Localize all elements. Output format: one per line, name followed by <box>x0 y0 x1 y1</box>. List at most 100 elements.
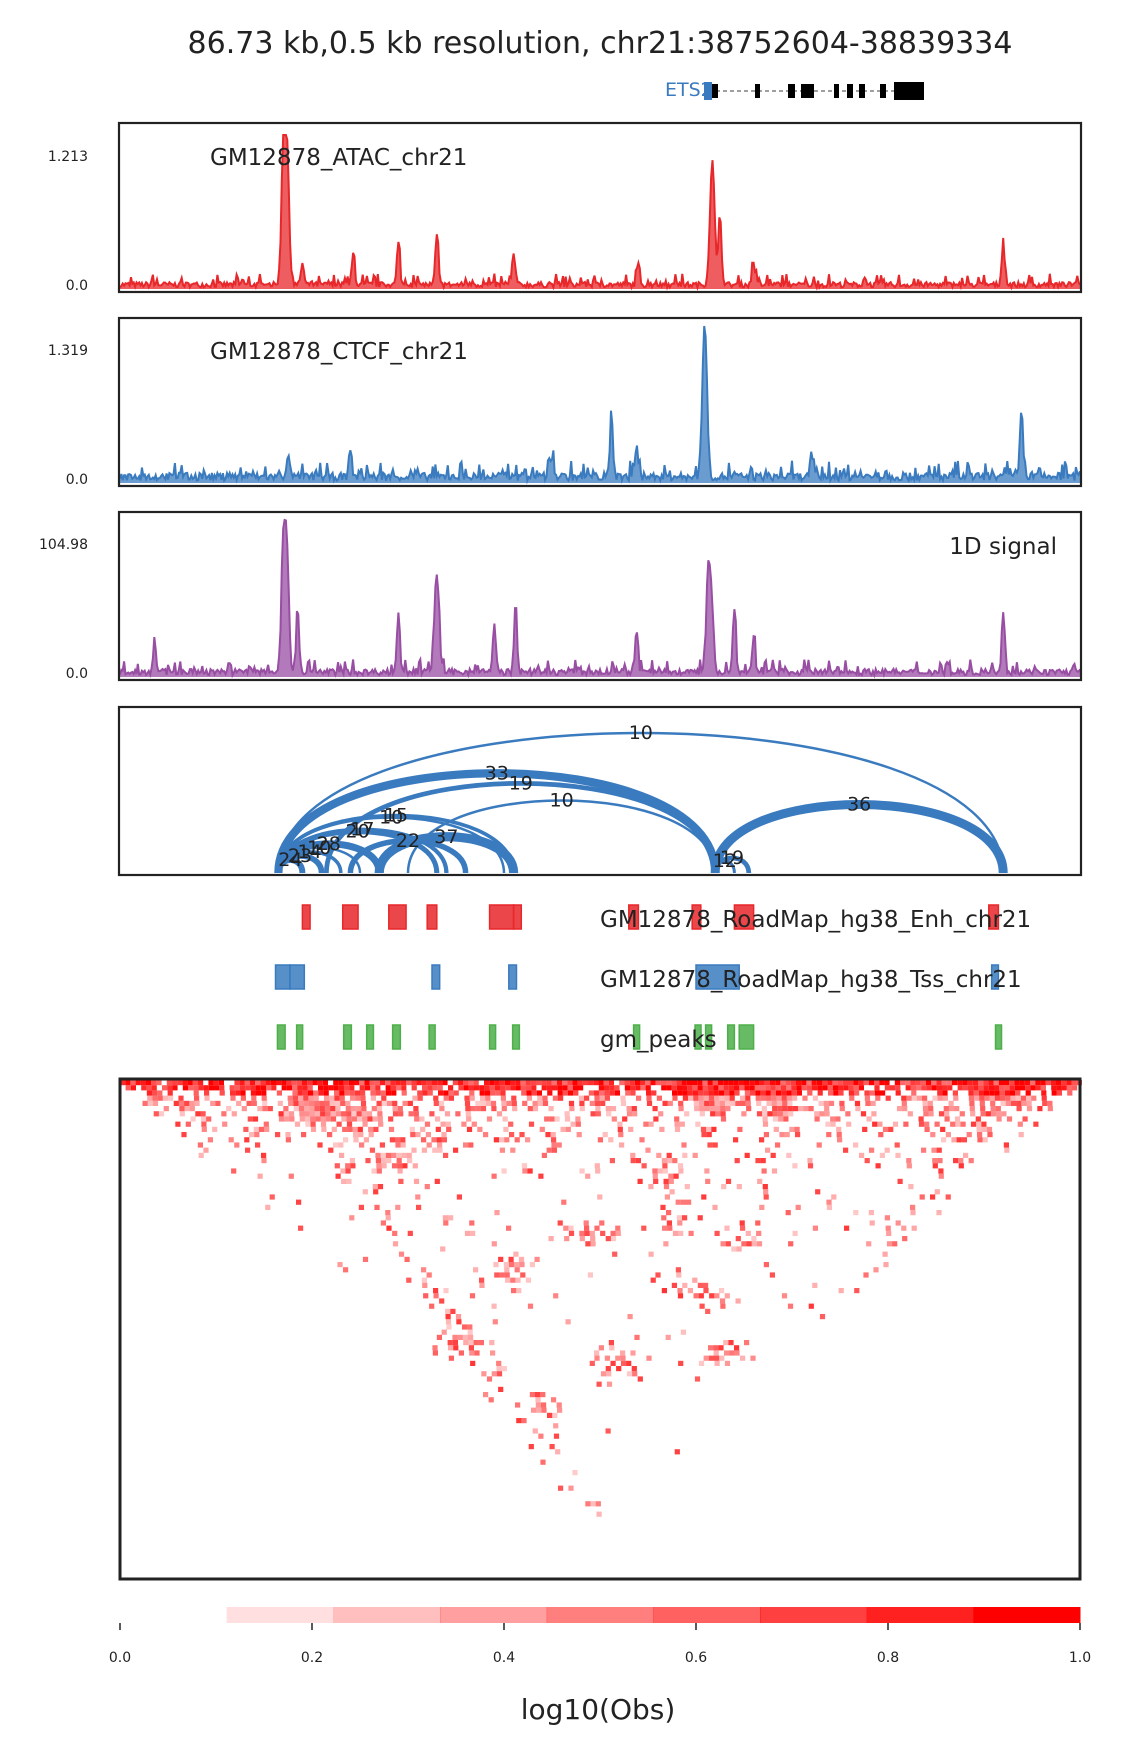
heatmap-cell <box>172 1080 178 1086</box>
heatmap-cell <box>990 1100 996 1106</box>
heatmap-cell <box>695 1121 701 1127</box>
heatmap-cell <box>919 1194 925 1200</box>
heatmap-cell <box>699 1303 705 1309</box>
heatmap-cell <box>370 1095 376 1101</box>
heatmap-cell <box>718 1085 724 1091</box>
heatmap-cell <box>803 1106 809 1112</box>
heatmap-cell <box>785 1080 791 1086</box>
heatmap-cell <box>466 1126 473 1132</box>
heatmap-cell <box>981 1126 987 1132</box>
colorbar-tick-label: 0.8 <box>877 1650 899 1666</box>
bed-interval <box>704 1024 713 1050</box>
heatmap-cell <box>932 1163 938 1169</box>
heatmap-cell <box>704 1168 710 1174</box>
heatmap-cell <box>536 1407 542 1413</box>
heatmap-cell <box>985 1111 991 1117</box>
heatmap-cell <box>871 1111 877 1117</box>
heatmap-cell <box>503 1262 509 1268</box>
heatmap-cell <box>817 1085 823 1091</box>
heatmap-cell <box>526 1085 532 1091</box>
heatmap-cell <box>189 1100 195 1106</box>
heatmap-cell <box>631 1366 637 1372</box>
heatmap-cell <box>599 1220 605 1226</box>
heatmap-cell <box>698 1095 704 1101</box>
heatmap-cell <box>1040 1080 1046 1086</box>
heatmap-cell <box>203 1147 209 1153</box>
heatmap-cell <box>480 1106 487 1112</box>
heatmap-cell <box>226 1106 232 1112</box>
heatmap-cell <box>473 1267 479 1273</box>
heatmap-cell <box>231 1111 237 1117</box>
heatmap-cell <box>198 1152 204 1158</box>
heatmap-cell <box>362 1116 368 1122</box>
heatmap-cell <box>490 1090 496 1096</box>
heatmap-cell <box>251 1095 257 1101</box>
heatmap-cell <box>646 1100 653 1106</box>
heatmap-cell <box>298 1100 304 1106</box>
heatmap-cell <box>499 1272 505 1278</box>
heatmap-cell <box>547 1412 553 1418</box>
heatmap-cell <box>197 1142 203 1148</box>
heatmap-cell <box>637 1376 643 1382</box>
heatmap-cell <box>976 1121 982 1127</box>
loop-arc <box>710 800 1008 874</box>
heatmap-cell <box>712 1080 718 1086</box>
heatmap-cell <box>146 1085 152 1091</box>
heatmap-cell <box>728 1080 734 1086</box>
heatmap-cell <box>597 1194 603 1200</box>
heatmap-cell <box>366 1111 373 1117</box>
heatmap-cell <box>671 1282 677 1288</box>
heatmap-cell <box>594 1163 600 1169</box>
heatmap-cell <box>777 1111 783 1117</box>
heatmap-cell <box>388 1116 394 1122</box>
atac-ymax-label: 1.213 <box>48 149 88 165</box>
signal-ymax-label: 104.98 <box>39 537 88 553</box>
heatmap-cell <box>353 1137 359 1143</box>
heatmap-cell <box>130 1085 136 1091</box>
heatmap-cell <box>436 1334 442 1340</box>
heatmap-cell <box>344 1085 350 1091</box>
heatmap-cell <box>801 1085 807 1091</box>
heatmap-cell <box>187 1080 193 1086</box>
heatmap-cell <box>395 1137 401 1143</box>
heatmap-cell <box>500 1085 506 1091</box>
heatmap-cell <box>979 1100 985 1106</box>
heatmap-cell <box>882 1251 888 1257</box>
heatmap-cell <box>453 1090 459 1096</box>
heatmap-cell <box>594 1355 600 1361</box>
gene-label: ETS2 <box>665 79 713 101</box>
heatmap-cell <box>775 1085 781 1091</box>
gene-exon <box>880 84 886 98</box>
heatmap-cell <box>718 1345 724 1351</box>
heatmap-cell <box>908 1184 914 1190</box>
heatmap-cell <box>468 1340 474 1346</box>
heatmap-cell <box>608 1137 614 1143</box>
heatmap-cell <box>360 1095 366 1101</box>
heatmap-cell <box>868 1210 874 1216</box>
heatmap-cell <box>884 1085 890 1091</box>
signal-ymin-label: 0.0 <box>66 666 88 682</box>
heatmap-cell <box>556 1402 562 1408</box>
heatmap-cell <box>637 1178 643 1184</box>
colorbar-ticks: 0.0 0.2 0.4 0.6 0.8 1.0 <box>109 1623 1091 1666</box>
heatmap-cell <box>557 1085 563 1091</box>
heatmap-cell <box>518 1256 525 1262</box>
heatmap-cell <box>620 1095 626 1101</box>
heatmap-cell <box>234 1085 240 1091</box>
heatmap-cell <box>221 1111 227 1117</box>
heatmap-cell <box>486 1376 493 1382</box>
heatmap-cell <box>655 1272 661 1278</box>
heatmap-cell <box>505 1085 511 1091</box>
heatmap-cell <box>356 1116 363 1122</box>
heatmap-cell <box>371 1106 377 1112</box>
heatmap-cell <box>255 1142 261 1148</box>
heatmap-cell <box>957 1085 963 1091</box>
heatmap-cell <box>351 1116 357 1122</box>
heatmap-cell <box>193 1090 199 1096</box>
heatmap-cell <box>1026 1095 1032 1101</box>
heatmap-cell <box>671 1085 677 1091</box>
heatmap-cell <box>713 1345 719 1351</box>
heatmap-cell <box>668 1173 674 1179</box>
heatmap-cell <box>345 1163 351 1169</box>
